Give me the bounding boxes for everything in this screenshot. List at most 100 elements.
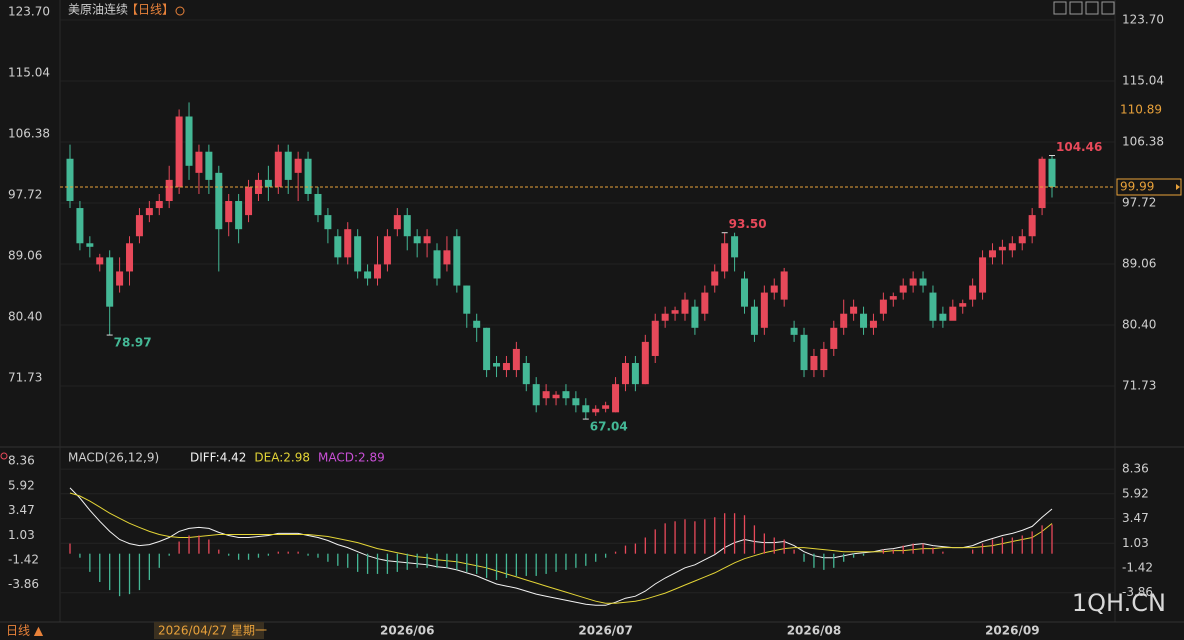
y-tick-label-right: 5.92	[1122, 486, 1149, 500]
candle-body	[463, 285, 471, 314]
crosshair-date-box	[154, 622, 264, 639]
candle-body	[1048, 158, 1056, 188]
legend-entry: MACD:2.89	[318, 451, 385, 465]
candle-body	[76, 208, 84, 244]
candle-body	[671, 310, 679, 314]
candle-body	[711, 271, 719, 286]
candle-body	[631, 363, 639, 385]
candle-body	[830, 327, 838, 349]
candle-body	[1018, 236, 1026, 244]
candle-body	[572, 398, 580, 406]
y-tick-label-left: 97.72	[8, 187, 42, 201]
candle-body	[741, 278, 749, 307]
candle-body	[949, 306, 957, 321]
y-tick-label-right: 71.73	[1122, 379, 1156, 393]
tool-icon[interactable]	[1069, 1, 1083, 15]
candle-body	[453, 236, 461, 286]
candle-body	[879, 299, 887, 314]
candle-body	[403, 215, 411, 237]
candle-body	[850, 306, 858, 314]
y-tick-label-left: 123.70	[8, 5, 50, 19]
candle-body	[135, 215, 143, 237]
period-label[interactable]: 【日线】	[126, 3, 174, 17]
last-price-arrow	[1176, 184, 1180, 191]
y-tick-label-right: 115.04	[1122, 73, 1164, 87]
candle-body	[185, 116, 193, 166]
candle-body	[532, 384, 540, 406]
candle-body	[126, 243, 134, 272]
last-price-box	[1116, 178, 1182, 196]
candle-body	[66, 158, 74, 202]
candle-body	[820, 348, 828, 371]
tool-icon[interactable]	[1101, 1, 1115, 15]
y-tick-label-left: 1.03	[8, 528, 35, 542]
candle-body	[651, 320, 659, 356]
candle-body	[731, 236, 739, 258]
y-tick-label-left: 89.06	[8, 248, 42, 262]
candle-body	[750, 306, 758, 335]
y-tick-label-left: -3.86	[8, 577, 39, 591]
candle-body	[939, 313, 947, 321]
candle-body	[254, 179, 262, 194]
tool-icon[interactable]	[1085, 1, 1099, 15]
macd-title: MACD(26,12,9)	[68, 451, 159, 465]
candle-body	[869, 320, 877, 328]
settings-icon[interactable]	[175, 6, 185, 16]
candle-body	[681, 299, 689, 314]
macd-line	[69, 487, 1053, 606]
period-tab[interactable]: 日线 ▲	[6, 624, 44, 638]
candle-body	[145, 208, 153, 216]
macd-line	[69, 492, 1053, 604]
candle-body	[373, 264, 381, 279]
candle-body	[929, 292, 937, 321]
candle-body	[562, 391, 570, 399]
y-tick-label-left: 5.92	[8, 478, 35, 492]
candle-body	[493, 363, 501, 367]
candle-body	[691, 306, 699, 328]
extreme-label: 104.46	[1056, 140, 1102, 154]
candle-body	[413, 236, 421, 244]
candle-body	[235, 201, 243, 230]
y-tick-label-right: 80.40	[1122, 317, 1156, 331]
candle-body	[592, 408, 600, 413]
candle-body	[165, 179, 173, 202]
candle-body	[1008, 243, 1016, 251]
y-tick-label-left: 80.40	[8, 309, 42, 323]
candle-body	[195, 151, 203, 173]
candle-body	[86, 243, 94, 247]
candle-body	[433, 250, 441, 279]
candle-body	[979, 257, 987, 293]
candle-body	[1028, 215, 1036, 237]
candle-body	[621, 363, 629, 385]
candle-body	[919, 278, 927, 286]
candle-body	[215, 172, 223, 230]
candle-body	[264, 179, 272, 187]
candle-body	[205, 151, 213, 180]
indicator-icon[interactable]	[0, 452, 8, 460]
candle-body	[245, 186, 253, 216]
crosshair-price-label: 110.89	[1120, 103, 1162, 117]
x-tick-label: 2026/09	[985, 624, 1039, 638]
candle-body	[760, 292, 768, 328]
candle-body	[661, 313, 669, 321]
candle-body	[552, 394, 560, 399]
extreme-label: 78.97	[114, 336, 152, 350]
candle-body	[790, 327, 798, 335]
y-tick-label-right: 89.06	[1122, 256, 1156, 270]
crosshair-date: 2026/04/27 星期一	[158, 624, 267, 638]
crosshair-price-box	[1117, 102, 1181, 119]
candle-body	[334, 236, 342, 258]
candle-body	[800, 334, 808, 371]
legend-entry: DEA:2.98	[254, 451, 310, 465]
legend-entry: DIFF:4.42	[190, 451, 246, 465]
candle-body	[225, 201, 233, 223]
candle-body	[582, 405, 590, 413]
candle-body	[106, 257, 114, 307]
y-tick-label-right: 97.72	[1122, 195, 1156, 209]
tool-icon[interactable]	[1053, 1, 1067, 15]
candle-body	[116, 271, 124, 286]
y-tick-label-right: -3.86	[1122, 585, 1153, 599]
y-tick-label-left: 71.73	[8, 371, 42, 385]
